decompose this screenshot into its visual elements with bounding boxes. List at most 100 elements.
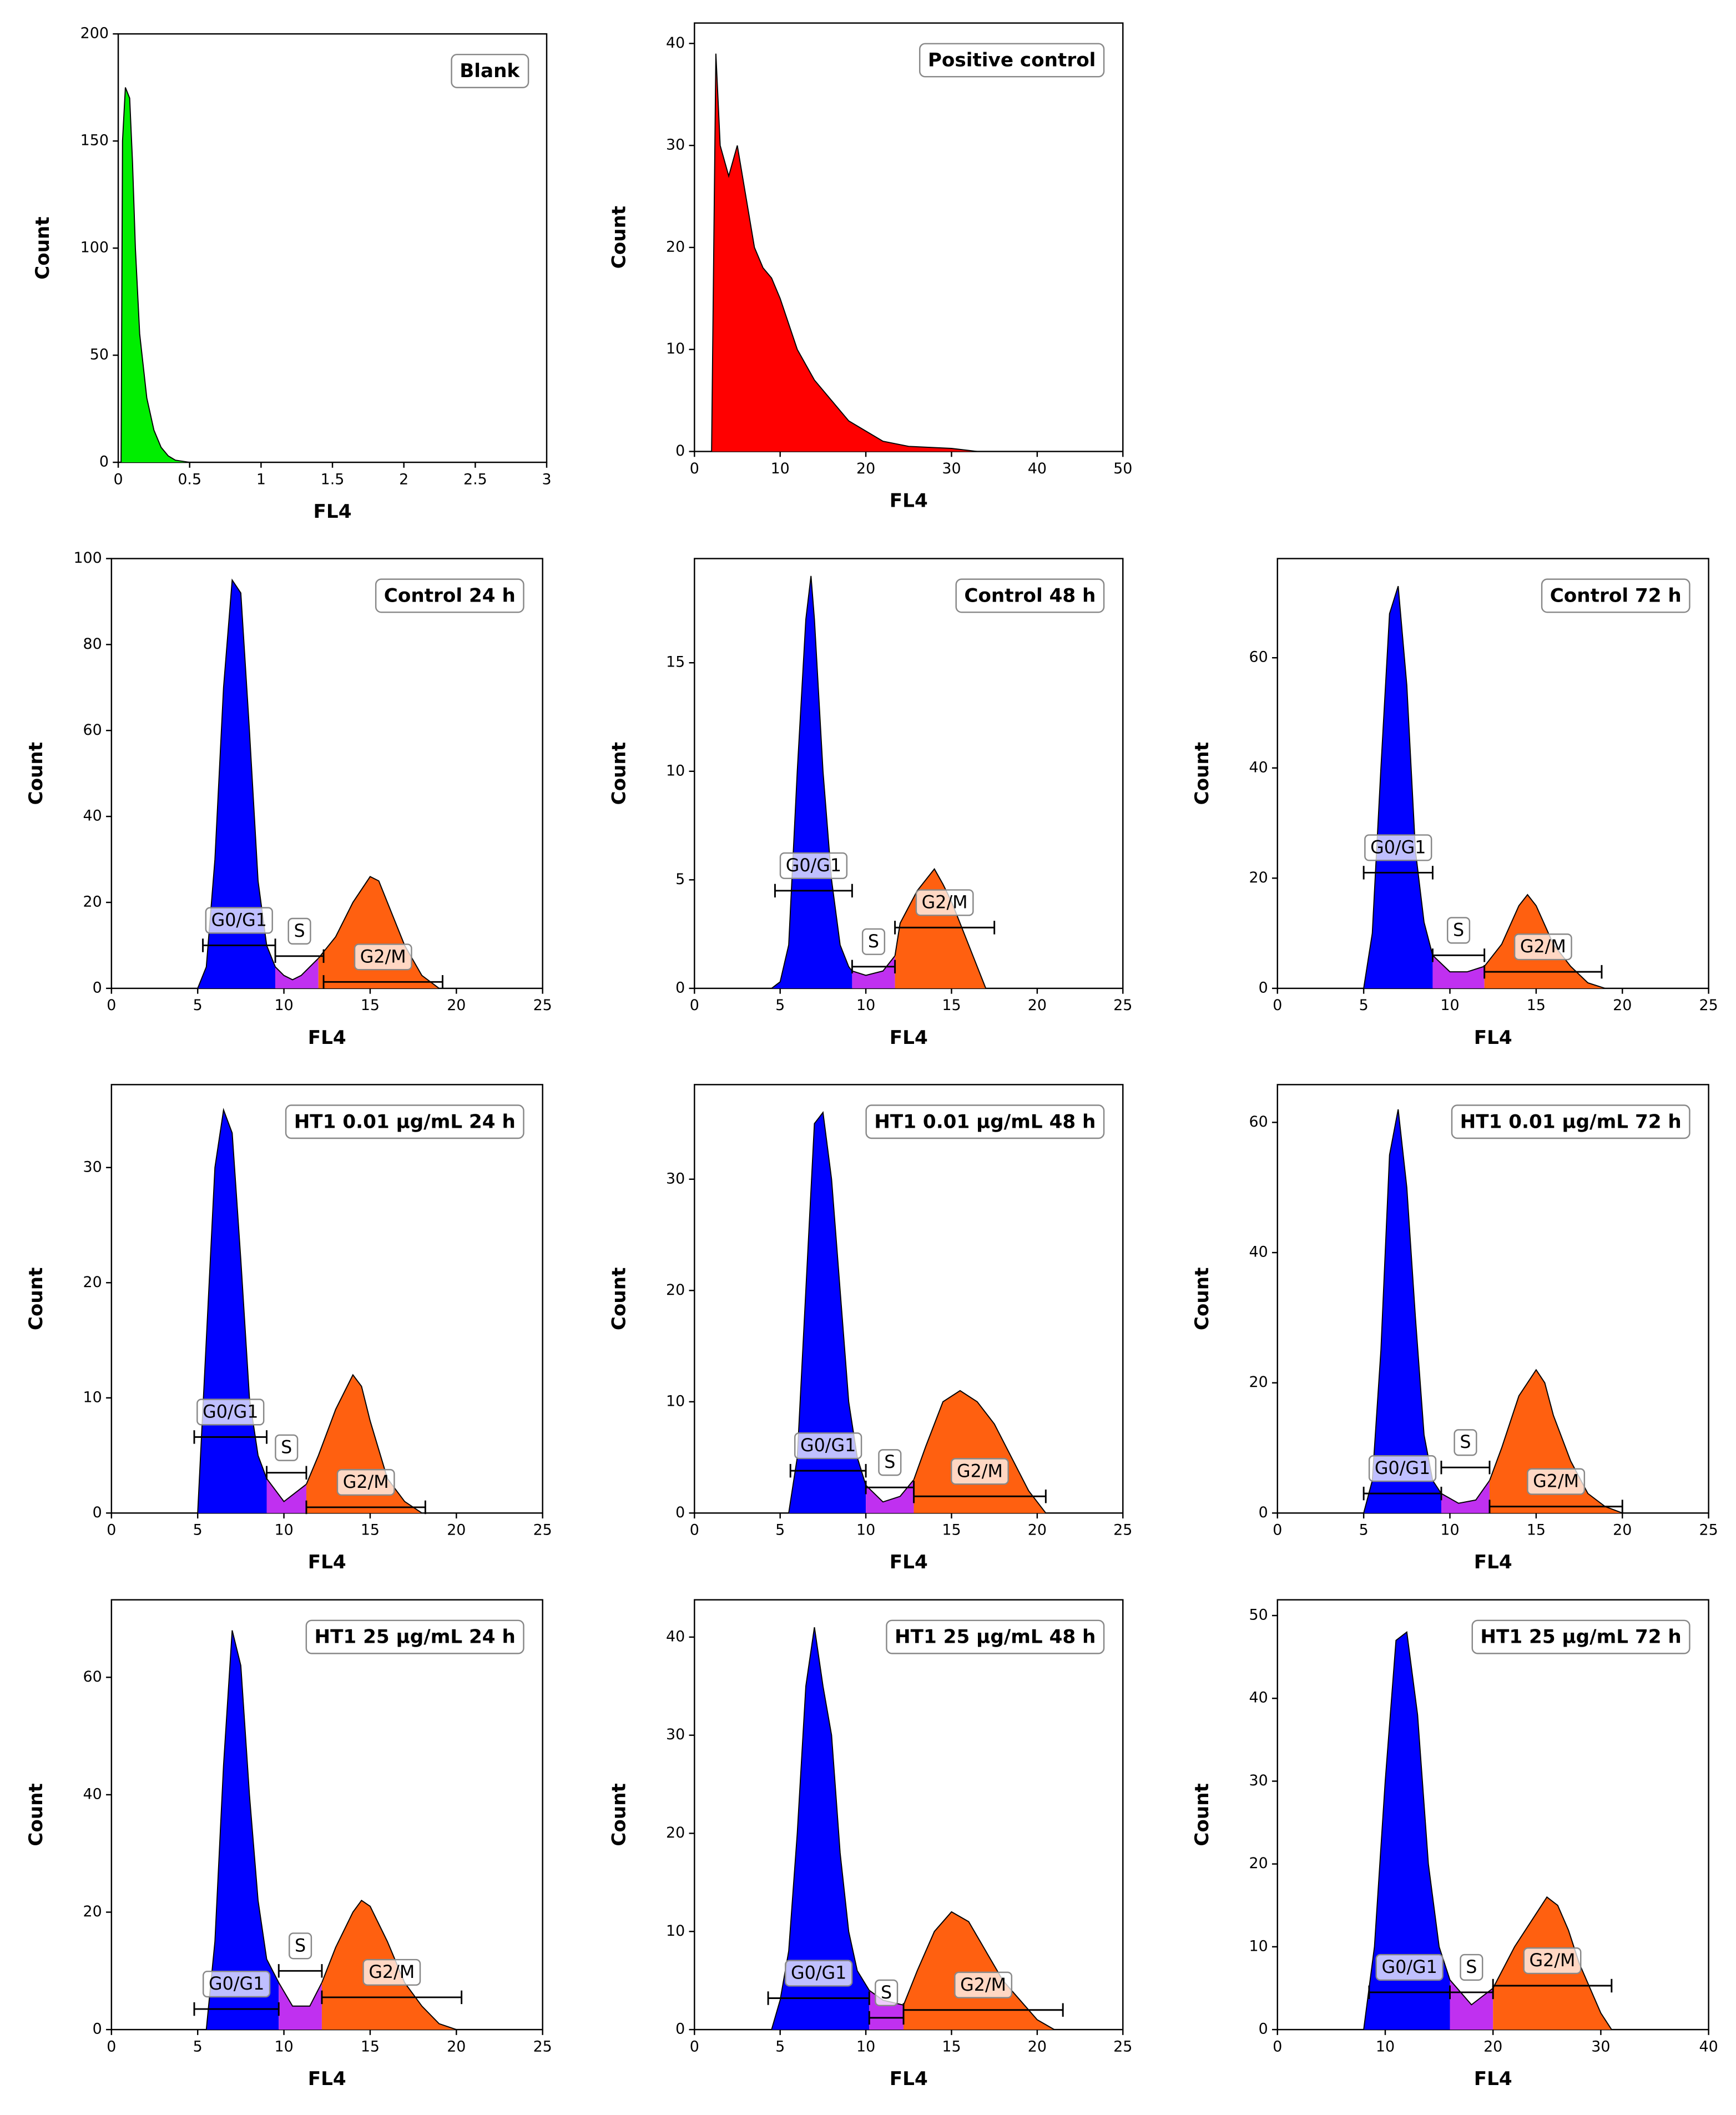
y-tick-label: 40: [666, 34, 685, 52]
panel-title: Blank: [460, 60, 520, 82]
y-tick-label: 30: [666, 137, 685, 154]
panel-title: HT1 0.01 μg/mL 72 h: [1460, 1110, 1682, 1133]
y-tick-label: 0: [93, 1504, 102, 1521]
x-tick-label: 0: [690, 2038, 699, 2055]
gate-label-box: [950, 1458, 1009, 1485]
gate-label-box: [794, 1432, 862, 1460]
gate-label: G2/M: [1520, 937, 1566, 957]
y-tick-label: 10: [666, 1392, 685, 1410]
x-tick-label: 30: [1591, 2038, 1610, 2055]
histogram-outline: [317, 876, 440, 989]
gate-label-box: [1446, 917, 1471, 944]
y-tick-label: 20: [666, 1824, 685, 1841]
x-tick-label: 15: [942, 1522, 961, 1539]
gate-label: G0/G1: [791, 1963, 846, 1983]
gate-label: S: [884, 1452, 895, 1472]
y-tick-label: 40: [83, 807, 102, 825]
title-box: [1541, 578, 1690, 613]
gate-label: S: [1460, 1432, 1471, 1452]
x-tick-label: 10: [274, 2038, 293, 2055]
title-box: [375, 578, 524, 613]
gate-label-box: [915, 889, 974, 916]
x-axis-label: FL4: [890, 1551, 928, 1573]
y-tick-label: 0: [1259, 979, 1268, 996]
y-axis-label: Count: [608, 742, 630, 805]
histogram-outline: [913, 1390, 1047, 1513]
area-fill: [266, 1478, 306, 1513]
x-tick-label: 0: [1273, 2038, 1282, 2055]
histogram-outline: [275, 958, 319, 981]
gate-label-box: [287, 917, 311, 945]
x-tick-label: 25: [1113, 2038, 1132, 2055]
x-tick-label: 15: [361, 1522, 380, 1539]
gate-label: S: [294, 921, 305, 941]
x-tick-label: 2.5: [463, 471, 487, 488]
y-axis-label: Count: [1191, 1268, 1213, 1331]
histogram-outline: [266, 1478, 307, 1502]
x-axis-label: FL4: [314, 501, 352, 523]
x-tick-label: 3: [542, 471, 551, 488]
area-fill: [771, 1627, 870, 2030]
y-tick-label: 15: [666, 654, 685, 671]
histogram-outline: [771, 1627, 870, 2030]
area-fill: [318, 876, 440, 988]
x-tick-label: 15: [1527, 1522, 1546, 1539]
x-tick-label: 0: [114, 471, 123, 488]
title-box: [865, 1104, 1105, 1139]
y-tick-label: 40: [1249, 759, 1268, 776]
plot-frame: [117, 33, 548, 463]
x-tick-label: 40: [1028, 460, 1047, 477]
y-axis-label: Count: [608, 1783, 630, 1846]
histogram-outline: [1492, 1896, 1612, 2030]
histogram-outline: [1432, 955, 1485, 973]
x-axis-label: FL4: [890, 2068, 928, 2090]
gate-label: S: [881, 1983, 892, 2003]
y-tick-label: 20: [1249, 869, 1268, 886]
y-tick-label: 40: [1249, 1689, 1268, 1707]
title-box: [285, 1104, 524, 1139]
gate-label-box: [954, 1971, 1013, 1998]
histogram-outline: [205, 1630, 280, 2030]
y-tick-label: 80: [83, 635, 102, 653]
gate-label-box: [196, 1399, 265, 1426]
gate-label: G2/M: [957, 1461, 1003, 1481]
gate-label: S: [868, 932, 879, 952]
y-tick-label: 50: [1249, 1607, 1268, 1624]
gate-label-box: [785, 1960, 853, 1987]
y-tick-label: 60: [83, 721, 102, 739]
area-fill: [1364, 1632, 1450, 2030]
y-tick-label: 20: [83, 1274, 102, 1291]
x-tick-label: 20: [1613, 997, 1632, 1014]
x-tick-label: 10: [856, 2038, 875, 2055]
panel-title: HT1 25 μg/mL 72 h: [1480, 1626, 1681, 1648]
histogram-outline: [1483, 894, 1606, 989]
x-axis-label: FL4: [308, 1551, 346, 1573]
x-axis-label: FL4: [890, 489, 928, 512]
gate-label: G2/M: [1533, 1472, 1579, 1492]
histogram-outline: [711, 53, 977, 452]
x-tick-label: 1: [256, 471, 266, 488]
x-tick-label: 2: [399, 471, 408, 488]
panel-title: Control 24 h: [384, 584, 516, 607]
gate-label: G0/G1: [1375, 1458, 1430, 1478]
x-tick-label: 5: [775, 1522, 785, 1539]
gate-label-box: [1454, 1429, 1477, 1456]
x-tick-label: 5: [775, 2038, 785, 2055]
gate-label: G2/M: [369, 1962, 415, 1982]
x-axis-label: FL4: [890, 1027, 928, 1049]
histogram-outline: [120, 87, 190, 463]
x-tick-label: 20: [856, 460, 875, 477]
y-axis-label: Count: [25, 1783, 47, 1846]
histogram-outline: [278, 1982, 322, 2007]
x-tick-label: 10: [856, 1522, 875, 1539]
x-tick-label: 25: [1699, 1522, 1718, 1539]
y-tick-label: 20: [666, 238, 685, 255]
area-fill: [1489, 1370, 1623, 1513]
area-fill: [789, 1112, 866, 1513]
y-tick-label: 10: [666, 340, 685, 357]
histogram-outline: [852, 955, 896, 976]
area-fill: [306, 1375, 422, 1513]
plot-frame: [110, 1599, 543, 2031]
y-tick-label: 20: [1249, 1374, 1268, 1391]
